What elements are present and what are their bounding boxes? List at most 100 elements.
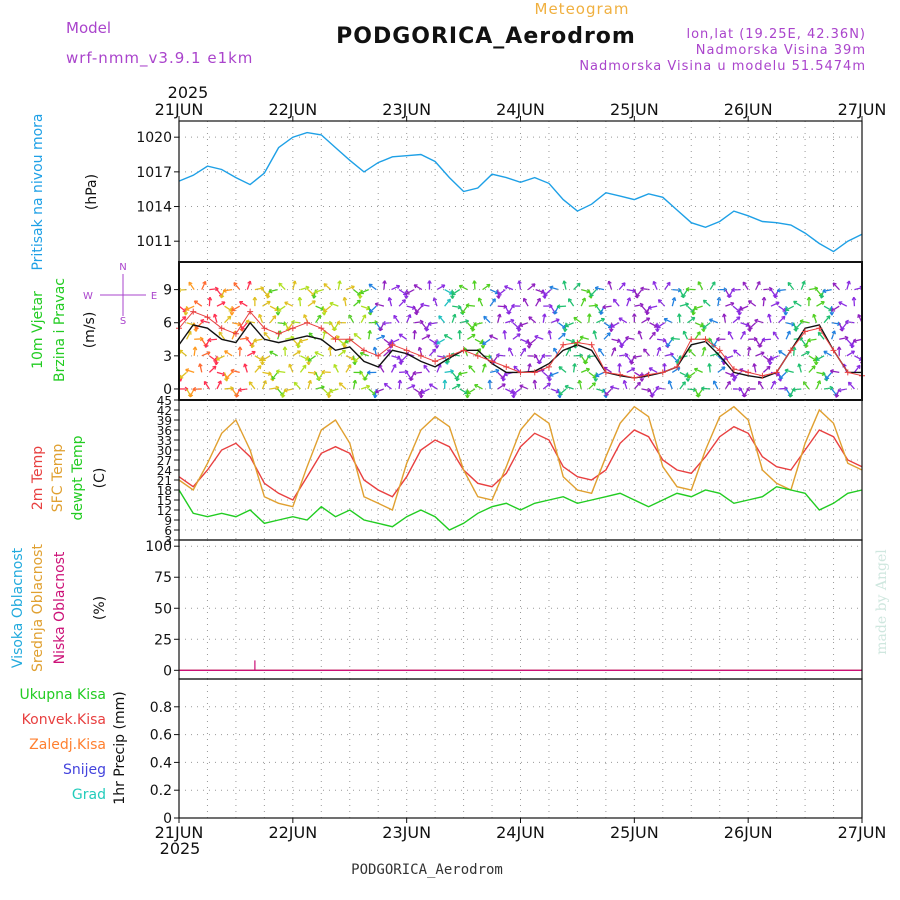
wind-barb [784, 369, 794, 374]
wind-barb [185, 305, 195, 311]
wind-barb [633, 381, 641, 390]
gust-marker [730, 366, 737, 373]
wind-barb [527, 363, 531, 373]
wind-barb [687, 305, 695, 313]
credit-text: made by Angel [874, 549, 890, 655]
wind-barb-head [801, 280, 805, 284]
wind-barb [620, 338, 628, 347]
wind-barb [648, 305, 658, 309]
wind-barb-head [741, 330, 746, 334]
wind-barb-head [831, 311, 835, 316]
wind-barb [853, 364, 861, 373]
wind-barb [429, 338, 438, 345]
wind-barb-head [417, 347, 420, 351]
wind-barb [276, 370, 286, 374]
wind-barb [815, 355, 825, 361]
wind-barb [808, 287, 818, 291]
wind-barb [845, 321, 855, 324]
top-day-label: 25JUN [610, 100, 659, 119]
wind-barb-head [716, 296, 720, 301]
wind-barb [846, 280, 851, 290]
wind-barb-head [241, 327, 245, 331]
wind-barb [315, 305, 325, 311]
wind-barb-head [733, 377, 737, 382]
wind-barb-head [791, 346, 795, 351]
wind-barb [374, 388, 377, 398]
wind-barb-head [282, 346, 286, 351]
wind-barb-head [308, 332, 311, 337]
wind-barb [772, 331, 780, 340]
wind-barb [489, 334, 499, 340]
wind-barb [413, 330, 416, 340]
gust-marker [617, 371, 624, 378]
wind-barb [762, 355, 771, 362]
product-title: Meteogram [535, 0, 630, 18]
wind-barb-head [314, 291, 319, 294]
wind-barb-head [618, 317, 622, 322]
wind-barb-head [233, 282, 236, 287]
wind-barb [762, 297, 765, 307]
wind-barb-head [275, 385, 280, 389]
wind-barb-head [797, 363, 800, 368]
wind-barb [421, 334, 431, 340]
wind-barb [542, 313, 546, 323]
wind-barb [307, 380, 312, 390]
wind-barb-head [663, 318, 667, 323]
wind-barb-head [451, 295, 455, 299]
wind-barb [451, 384, 461, 390]
wind-barb [345, 364, 352, 373]
wind-barb-head [292, 280, 296, 284]
wind-barb [414, 321, 424, 324]
wind-barb [323, 283, 332, 291]
wind-barb-head [284, 301, 288, 306]
wind-barb-head [707, 363, 710, 367]
wind-barb-head [573, 317, 576, 321]
wind-barb [619, 354, 629, 357]
wind-barb [623, 380, 628, 390]
wind-barb [483, 315, 491, 324]
wind-barb [770, 355, 779, 361]
gust-marker [318, 325, 325, 332]
wind-barb-head [670, 337, 675, 341]
wind-barb [216, 371, 226, 376]
wind-barb [383, 349, 391, 357]
wind-barb [186, 331, 192, 340]
wind-barb-head [617, 363, 621, 367]
wind-barb-head [820, 295, 825, 299]
wind-barb [800, 351, 810, 357]
wind-barb-head [293, 382, 296, 386]
wind-barb-head [760, 351, 765, 354]
wind-barb-head [815, 361, 819, 366]
wind-barb [481, 363, 486, 373]
wind-barb-head [195, 327, 199, 330]
wind-barb-head [507, 311, 512, 315]
wind-barb [248, 381, 256, 390]
wind-barb [693, 305, 703, 310]
wind-barb-head [786, 330, 791, 334]
wind-barb [643, 348, 651, 357]
wind-barb-head [646, 311, 650, 316]
wind-barb-head [793, 301, 796, 305]
wind-barb [519, 322, 529, 327]
wind-barb [208, 365, 217, 373]
wind-barb [245, 320, 256, 324]
wind-barb [383, 280, 386, 290]
wind-barb [459, 284, 468, 291]
top-day-label: 22JUN [268, 100, 317, 119]
y-tick-label: 0.8 [150, 700, 172, 716]
wind-barb-head [443, 334, 447, 339]
gust-marker [674, 363, 681, 370]
footer-station: PODGORICA_Aerodrom [351, 862, 503, 878]
wind-barb [345, 285, 355, 291]
wind-barb-head [354, 361, 357, 365]
compass-south: S [120, 316, 126, 327]
wind-barb-head [666, 344, 671, 348]
wind-barb [696, 388, 704, 397]
wind-barb [428, 348, 437, 357]
wind-barb-head [636, 294, 640, 298]
wind-barb-head [761, 339, 766, 343]
wind-barb-head [636, 381, 641, 384]
wind-barb-head [697, 394, 701, 397]
gust-marker [460, 347, 467, 354]
